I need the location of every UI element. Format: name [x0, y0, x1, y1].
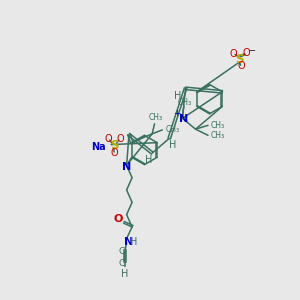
- Text: O: O: [242, 48, 250, 58]
- Text: C: C: [119, 247, 125, 256]
- Text: CH₃: CH₃: [210, 121, 224, 130]
- Text: H: H: [169, 140, 176, 150]
- Text: H: H: [174, 91, 182, 101]
- Text: CH₃: CH₃: [165, 125, 179, 134]
- Text: S: S: [236, 52, 244, 66]
- Text: C: C: [119, 259, 125, 268]
- Text: O: O: [110, 148, 118, 158]
- Text: H: H: [146, 155, 153, 165]
- Text: CH₃: CH₃: [210, 131, 224, 140]
- Text: CH₃: CH₃: [148, 113, 162, 122]
- Text: O: O: [113, 214, 123, 224]
- Text: Na: Na: [91, 142, 105, 152]
- Text: O: O: [230, 50, 237, 59]
- Text: +: +: [173, 109, 181, 118]
- Text: H: H: [122, 269, 129, 279]
- Text: −: −: [248, 46, 256, 56]
- Text: H: H: [130, 237, 137, 248]
- Text: O: O: [238, 61, 245, 71]
- Text: N: N: [122, 162, 131, 172]
- Text: CH₃: CH₃: [178, 98, 192, 107]
- Text: O: O: [117, 134, 124, 144]
- Text: N: N: [124, 237, 133, 247]
- Text: S: S: [110, 139, 118, 152]
- Text: N: N: [179, 114, 189, 124]
- Text: O: O: [105, 134, 112, 144]
